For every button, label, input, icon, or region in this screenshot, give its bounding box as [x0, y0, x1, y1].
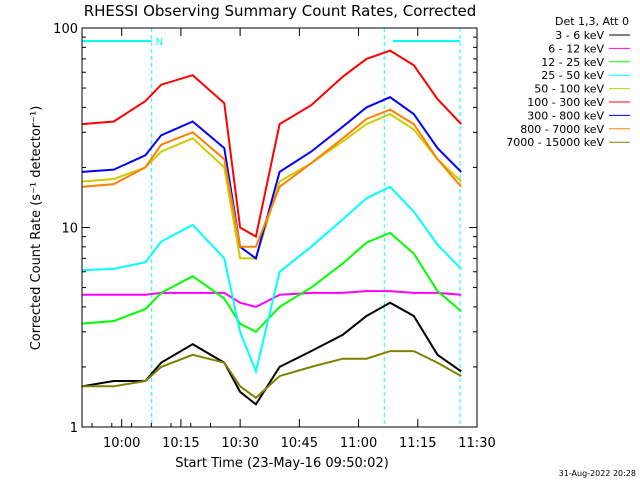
x-ticks: 10:00 10:15 10:30 10:45 11:00 11:15 11:30	[91, 28, 496, 451]
y-tick-label-2: 100	[53, 22, 78, 37]
y-axis-label: Corrected Count Rate (s⁻¹ detector⁻¹)	[29, 106, 44, 351]
legend-title: Det 1,3, Att 0	[555, 15, 629, 28]
series-line-3	[82, 185, 462, 375]
generated-timestamp: 31-Aug-2022 20:28	[559, 469, 636, 478]
y-tick-label-1: 10	[61, 222, 78, 237]
series-line-0	[82, 301, 462, 406]
series-line-8	[82, 350, 462, 400]
legend-label-4: 50 - 100 keV	[534, 83, 604, 96]
series-line-5	[82, 49, 462, 239]
legend-label-2: 12 - 25 keV	[541, 56, 604, 69]
legend-label-8: 7000 - 15000 keV	[506, 136, 604, 149]
legend-label-5: 100 - 300 keV	[527, 96, 604, 109]
x-tick-label-3: 10:45	[281, 436, 318, 451]
series-line-6	[82, 96, 462, 261]
series-line-4	[82, 112, 462, 260]
chart-title: RHESSI Observing Summary Count Rates, Co…	[84, 2, 477, 20]
x-tick-label-2: 10:30	[221, 436, 258, 451]
series-line-1	[82, 290, 462, 308]
series-group	[82, 49, 462, 406]
legend-label-7: 800 - 7000 keV	[520, 123, 604, 136]
x-tick-label-1: 10:15	[162, 436, 199, 451]
legend-label-3: 25 - 50 keV	[541, 69, 604, 82]
x-tick-label-6: 11:30	[458, 436, 495, 451]
series-line-2	[82, 231, 462, 334]
y-ticks: 1 10 100	[53, 22, 477, 436]
x-axis-label: Start Time (23-May-16 09:50:02)	[175, 456, 389, 471]
x-tick-label-4: 11:00	[340, 436, 377, 451]
x-tick-label-5: 11:15	[399, 436, 436, 451]
x-tick-label-0: 10:00	[103, 436, 140, 451]
y-tick-label-0: 1	[70, 421, 78, 436]
marker-label-0: N	[156, 37, 163, 48]
legend-label-1: 6 - 12 keV	[548, 42, 604, 55]
marker-group: N	[82, 37, 461, 48]
legend-label-6: 300 - 800 keV	[527, 109, 604, 122]
series-line-7	[82, 108, 462, 248]
legend-label-0: 3 - 6 keV	[555, 29, 604, 42]
plot-area: N 10:00 10:15 10:30 10:45 11:00 11:15 11:30 11…	[53, 22, 496, 451]
vline-group	[81, 28, 461, 427]
